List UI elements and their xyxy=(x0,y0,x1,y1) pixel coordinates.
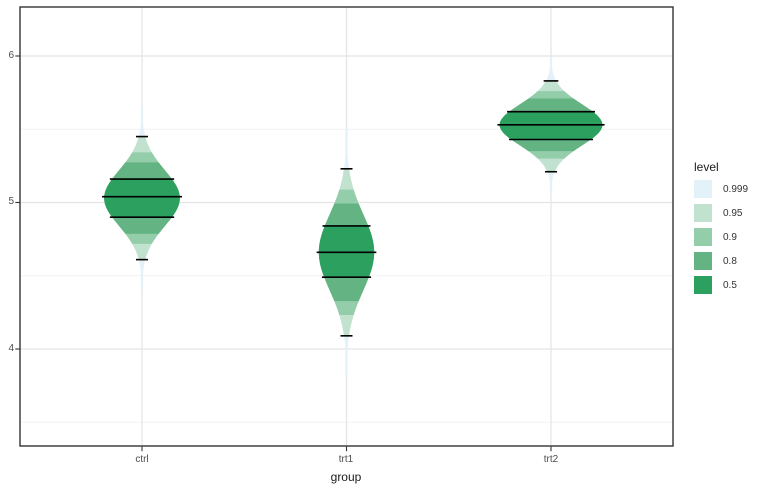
legend-title: level xyxy=(694,160,719,174)
violin-trt1 xyxy=(316,126,377,378)
legend-swatch xyxy=(694,252,712,270)
violin-trt2 xyxy=(497,57,605,193)
legend-entry: 0.9 xyxy=(694,228,748,246)
legend: level 0.999 0.95 0.9 0.8 0.5 xyxy=(694,160,748,300)
violin-band-0.5 xyxy=(104,179,180,218)
panel-border xyxy=(19,6,674,447)
legend-swatch xyxy=(694,204,712,222)
y-axis-tick-label: 4 xyxy=(8,343,14,354)
violin-ctrl xyxy=(102,106,182,290)
legend-entry: 0.999 xyxy=(694,180,748,198)
x-axis-tick-label: trt1 xyxy=(338,454,354,465)
legend-entry-label: 0.9 xyxy=(723,231,737,243)
legend-entry: 0.5 xyxy=(694,276,748,294)
legend-entry-label: 0.5 xyxy=(723,279,737,291)
legend-swatch xyxy=(694,276,712,294)
x-axis-tick-label: ctrl xyxy=(135,454,149,465)
y-axis-tick-label: 5 xyxy=(8,196,14,207)
x-axis-title: group xyxy=(330,470,362,484)
legend-entry: 0.8 xyxy=(694,252,748,270)
legend-swatch xyxy=(694,180,712,198)
legend-entry-label: 0.8 xyxy=(723,255,737,267)
x-axis-tick-label: trt2 xyxy=(543,454,559,465)
y-axis-tick-label: 6 xyxy=(8,50,14,61)
legend-entry: 0.95 xyxy=(694,204,748,222)
legend-entry-label: 0.95 xyxy=(723,207,743,219)
legend-entry-label: 0.999 xyxy=(723,183,749,195)
legend-swatch xyxy=(694,228,712,246)
